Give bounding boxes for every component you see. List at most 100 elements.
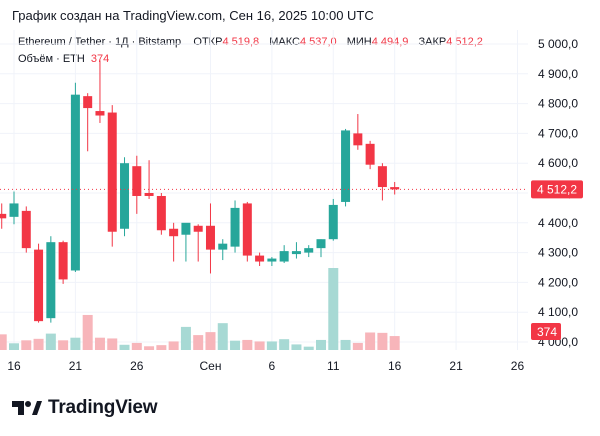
volume-tag-bg [531,323,561,340]
candle-body [95,111,105,116]
candle-body [193,225,203,232]
volume-bar [291,344,302,350]
volume-bar [217,323,228,350]
time-tick-label: 16 [388,359,402,373]
candle-body [0,213,7,219]
candle-body [107,112,117,232]
volume-bar [21,340,32,350]
candle-body [9,203,19,217]
time-tick-label: 21 [69,359,83,373]
price-tick-label: 4 900,0 [538,67,578,81]
volume-bar [168,341,179,350]
symbol-name[interactable]: Ethereum / Tether · 1Д · Bitstamp [18,36,182,48]
candle-body [365,143,375,165]
volume-bar [107,338,118,350]
candle-body [255,255,265,262]
candle-body [390,187,400,190]
open-label: ОТКР [193,36,223,48]
candle-body [242,203,252,256]
candle-body [377,166,387,188]
candle-body [144,193,154,196]
volume-bars [0,268,400,350]
volume-bar [205,332,216,350]
volume-bar [279,339,290,350]
candle-body [132,166,142,196]
open-value: 4 519,8 [222,36,260,48]
last-price-tag: 4 512,2 [537,182,577,196]
time-tick-label: 26 [130,359,144,373]
close-value: 4 512,2 [446,36,483,48]
last-price-tag-bg [531,180,583,199]
symbol-legend: Ethereum / Tether · 1Д · Bitstamp ОТКР4 … [18,36,490,48]
volume-bar [9,343,19,350]
volume-bar [352,342,363,350]
time-tick-label: 6 [269,359,276,373]
high-label: МАКС [269,36,300,48]
candle-body [70,94,80,271]
candle-body [169,228,179,237]
time-tick-label: Сен [199,359,221,373]
volume-bar [377,332,388,350]
candle-body [291,251,301,255]
logo-text: TradingView [48,397,158,418]
time-axis: 16 21 26 Сен 6 11 16 21 26 [7,359,524,373]
volume-legend: Объём · ETH 374 [18,53,109,65]
volume-bar [254,341,265,350]
price-tick-label: 4 300,0 [538,246,578,260]
chart-caption: График создан на TradingView.com, Сен 16… [12,8,374,23]
volume-bar [242,339,253,350]
price-tick-label: 5 000,0 [538,37,578,51]
price-tick-label: 4 400,0 [538,216,578,230]
candle-body [156,195,166,231]
candle-body [316,239,326,249]
candle-body [21,210,31,249]
volume-bar [316,339,326,350]
volume-bar [70,337,81,350]
price-tick-label: 4 600,0 [538,156,578,170]
volume-bar [33,338,44,350]
volume-bar [340,339,351,350]
volume-value: 374 [90,53,110,65]
time-tick-label: 21 [449,359,463,373]
candle-body [83,96,93,109]
volume-bar [0,334,7,350]
volume-bar [131,342,142,350]
price-tick-label: 4 200,0 [538,275,578,289]
volume-bar [328,268,339,350]
price-tags: 4 512,2 374 [0,180,583,340]
candle-body [58,242,68,280]
candle-body [230,207,240,247]
candlesticks [0,60,400,323]
price-tick-label: 4 800,0 [538,97,578,111]
volume-bar [180,326,191,350]
candle-body [328,204,338,240]
volume-label[interactable]: Объём · ETH [18,53,85,65]
candle-body [267,258,277,262]
tradingview-logo-icon [12,401,42,415]
volume-bar [230,340,241,350]
volume-bar [119,344,130,350]
high-value: 4 537,0 [299,36,337,48]
volume-bar [193,335,204,350]
time-tick-label: 16 [7,359,21,373]
time-tick-label: 11 [327,359,340,373]
tradingview-logo[interactable]: TradingView [12,397,158,419]
low-value: 4 494,9 [371,36,409,48]
volume-bar [45,333,56,350]
candle-body [181,222,191,235]
volume-bar [144,346,155,350]
volume-bar [266,341,277,350]
volume-bar [94,337,105,350]
candle-body [279,251,289,262]
price-tick-label: 4 700,0 [538,126,578,140]
candle-body [341,130,351,202]
volume-bar [389,336,400,350]
candle-body [205,225,215,250]
volume-bar [58,340,69,350]
price-tick-label: 4 100,0 [538,305,578,319]
candle-body [46,242,56,319]
volume-bar [303,346,314,350]
low-label: МИН [346,36,372,48]
candle-body [218,243,228,250]
